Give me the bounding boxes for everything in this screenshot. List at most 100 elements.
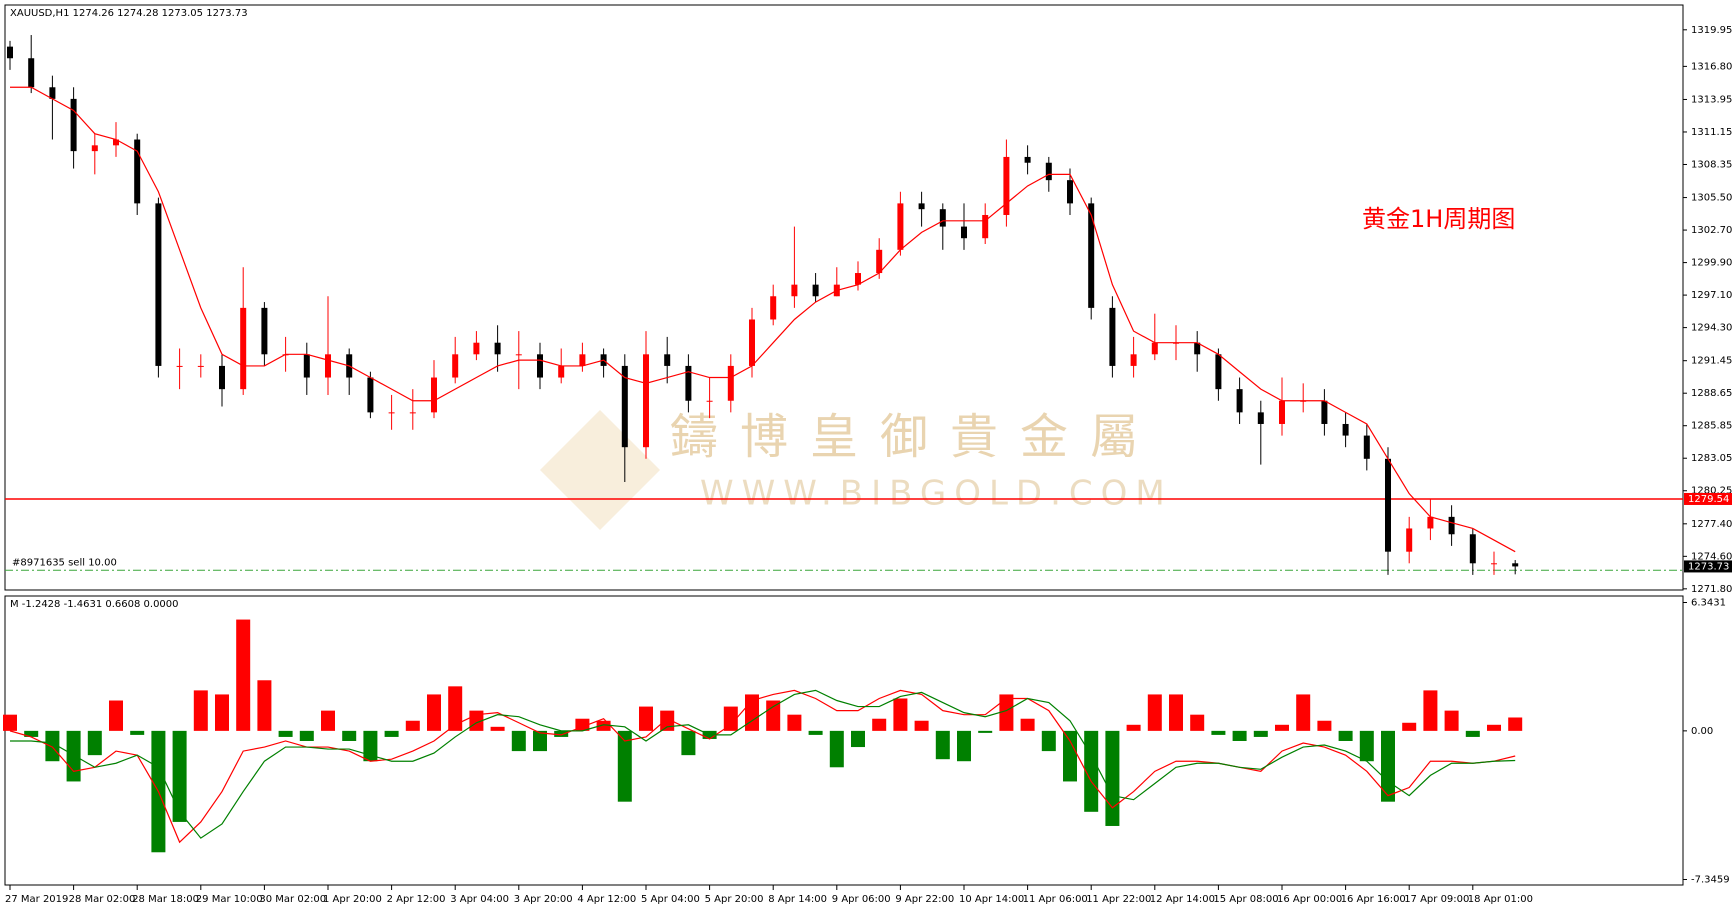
histogram-bar: [1020, 718, 1035, 731]
candle-body: [261, 307, 268, 355]
histogram-bar: [1169, 694, 1183, 731]
x-tick-label: 17 Apr 09:00: [1404, 894, 1469, 905]
candle-body: [1236, 389, 1243, 413]
candle-body: [1067, 180, 1073, 204]
candle-body: [113, 139, 119, 146]
candle-body: [791, 284, 798, 297]
histogram-bar: [639, 706, 653, 731]
y-tick-label: 1313.95: [1691, 94, 1732, 105]
histogram-bar: [130, 730, 145, 735]
candle-body: [664, 354, 671, 366]
y-tick-label: 1277.40: [1691, 519, 1732, 530]
histogram-bar: [321, 710, 335, 731]
histogram-bar: [787, 714, 802, 731]
candle-body: [70, 98, 77, 152]
histogram-bar: [1041, 730, 1056, 752]
x-tick-label: 1 Apr 20:00: [323, 894, 382, 905]
candle-body: [1151, 342, 1158, 355]
histogram-bar: [1338, 730, 1353, 741]
candle-body: [494, 342, 501, 355]
candle-body: [388, 412, 395, 414]
candle-body: [1279, 400, 1285, 424]
candle-body: [197, 365, 204, 367]
candle-body: [1109, 307, 1116, 366]
histogram-bar: [914, 720, 929, 731]
histogram-bar: [1508, 717, 1523, 731]
histogram-bar: [1317, 720, 1332, 731]
histogram-bar: [893, 698, 908, 731]
histogram-bar: [745, 694, 759, 731]
y-tick-label: 1285.85: [1691, 421, 1732, 432]
x-tick-label: 2 Apr 12:00: [387, 894, 446, 905]
histogram-bar: [278, 730, 293, 737]
histogram-bar: [109, 700, 123, 731]
candle-body: [1321, 400, 1328, 424]
watermark-logo: [540, 410, 660, 530]
histogram-bar: [935, 730, 950, 760]
x-tick-label: 16 Apr 00:00: [1277, 894, 1342, 905]
histogram-bar: [978, 730, 993, 733]
candle-body: [219, 365, 225, 390]
histogram-bar: [766, 700, 781, 731]
y-tick-label: 1297.10: [1691, 290, 1732, 301]
x-tick-label: 9 Apr 06:00: [832, 894, 891, 905]
histogram-bar: [1465, 730, 1480, 737]
x-tick-label: 8 Apr 14:00: [768, 894, 827, 905]
histogram-bar: [1275, 724, 1289, 731]
histogram-bar: [617, 730, 632, 802]
x-tick-label: 5 Apr 20:00: [705, 894, 764, 905]
histogram-bar: [1402, 722, 1417, 731]
x-tick-label: 10 Apr 14:00: [959, 894, 1024, 905]
candle-body: [1024, 156, 1031, 163]
histogram-bar: [681, 730, 696, 756]
x-tick-label: 28 Mar 02:00: [69, 894, 136, 905]
y-tick-label: 1283.05: [1691, 453, 1732, 464]
candle-body: [240, 307, 247, 390]
candle-body: [812, 284, 819, 297]
x-tick-label: 9 Apr 22:00: [895, 894, 954, 905]
candle-body: [1003, 156, 1010, 215]
candle-body: [1363, 435, 1370, 459]
y-tick-label: 1294.30: [1691, 323, 1732, 334]
candle-body: [1088, 203, 1095, 308]
price-label: 1279.54: [1688, 494, 1729, 505]
candle-body: [1045, 162, 1052, 181]
y-tick-label: 1319.95: [1691, 25, 1732, 36]
histogram-bar: [172, 730, 187, 822]
y-tick-label: 1302.70: [1691, 225, 1732, 236]
candle-body: [367, 377, 374, 413]
candle-body: [749, 319, 755, 366]
candle-body: [28, 58, 35, 88]
watermark-url: WWW.BIBGOLD.COM: [700, 474, 1173, 514]
x-tick-label: 28 Mar 18:00: [132, 894, 199, 905]
candle-body: [1130, 354, 1137, 366]
candle-body: [452, 354, 459, 378]
candle-body: [1512, 563, 1519, 567]
histogram-bar: [427, 694, 441, 731]
candle-body: [1215, 354, 1222, 390]
candle-body: [303, 354, 310, 378]
histogram-bar: [999, 694, 1014, 731]
histogram-bar: [3, 714, 17, 731]
histogram-bar: [66, 730, 81, 782]
candle-body: [49, 87, 56, 99]
histogram-bar: [257, 680, 272, 731]
histogram-bar: [554, 730, 569, 737]
candle-body: [325, 354, 331, 378]
candle-body: [176, 365, 183, 367]
indicator-label: M -1.2428 -1.4631 0.6608 0.0000: [10, 599, 179, 610]
y-tick-label: -7.3459: [1691, 875, 1730, 886]
candle-body: [1427, 516, 1434, 529]
histogram-bar: [1063, 730, 1077, 782]
histogram-bar: [193, 690, 208, 731]
candle-body: [876, 249, 883, 274]
y-tick-label: 1291.45: [1691, 356, 1732, 367]
histogram-bar: [533, 730, 547, 752]
x-tick-label: 11 Apr 22:00: [1086, 894, 1151, 905]
x-tick-label: 11 Apr 06:00: [1023, 894, 1088, 905]
histogram-bar: [1190, 714, 1205, 731]
candle-body: [537, 354, 543, 378]
candle-body: [621, 365, 628, 448]
histogram-bar: [490, 726, 505, 731]
watermark: 鑄博皇御貴金屬: [670, 409, 1160, 465]
